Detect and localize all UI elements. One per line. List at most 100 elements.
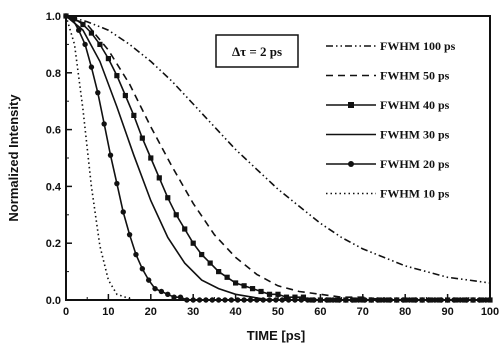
data-point: [438, 297, 444, 303]
legend-label: FWHM 100 ps: [380, 39, 456, 53]
x-tick-label: 10: [102, 306, 114, 318]
legend-entry: FWHM 20 ps: [326, 157, 450, 171]
data-point: [304, 297, 311, 303]
x-axis: 0 10 20 30 40 50 60 70 80 90 100: [63, 294, 499, 318]
y-tick-label: 0.4: [46, 181, 62, 193]
data-point: [80, 21, 86, 28]
data-point: [97, 41, 103, 47]
data-point: [451, 297, 457, 303]
legend-marker: [348, 102, 354, 108]
data-point: [425, 297, 432, 303]
data-point: [233, 280, 239, 286]
data-point: [228, 297, 235, 303]
series-5: [65, 15, 490, 301]
data-point: [275, 291, 281, 297]
data-point: [298, 297, 305, 303]
legend-label: FWHM 50 ps: [380, 69, 450, 83]
data-point: [88, 30, 95, 36]
data-point: [177, 294, 184, 300]
data-point: [131, 112, 137, 118]
data-point: [374, 297, 381, 303]
data-point: [249, 286, 256, 292]
series-0: [65, 15, 491, 284]
legend-label: FWHM 30 ps: [380, 128, 450, 142]
data-point: [76, 27, 82, 33]
data-point: [266, 297, 273, 303]
legend-marker: [348, 161, 354, 167]
data-point: [158, 288, 165, 295]
data-point: [165, 195, 171, 201]
x-tick-label: 90: [441, 306, 453, 318]
data-point: [120, 209, 126, 215]
annotation-box: Δτ = 2 ps: [215, 34, 299, 68]
data-point: [207, 260, 213, 266]
series-line: [65, 15, 490, 301]
x-tick-label: 30: [187, 306, 199, 318]
legend-entry: FWHM 100 ps: [326, 39, 456, 53]
data-point: [182, 226, 188, 232]
y-axis: 0.0 0.2 0.4 0.6 0.8 1.0: [46, 11, 72, 307]
data-point: [173, 212, 179, 218]
data-point: [222, 297, 228, 303]
data-point: [349, 297, 355, 303]
y-axis-label: Normalized Intensity: [6, 94, 21, 222]
data-point: [273, 297, 279, 303]
data-point: [260, 297, 266, 303]
data-point: [470, 297, 476, 303]
data-point: [139, 266, 146, 272]
x-tick-label: 0: [63, 306, 69, 318]
data-point: [283, 294, 290, 300]
x-axis-label: TIME [ps]: [247, 328, 306, 343]
x-tick-label: 80: [399, 306, 411, 318]
x-tick-label: 100: [481, 306, 499, 318]
data-point: [258, 288, 264, 295]
legend-label: FWHM 10 ps: [380, 187, 450, 201]
data-point: [152, 285, 158, 292]
data-point: [190, 297, 196, 303]
data-point: [362, 297, 368, 303]
data-point: [285, 297, 292, 303]
data-point: [300, 294, 307, 300]
data-point: [224, 274, 230, 280]
legend: FWHM 100 ps FWHM 50 ps FWHM 40 ps FWHM 30 p…: [326, 39, 456, 201]
data-point: [317, 297, 324, 303]
data-point: [145, 277, 152, 283]
data-point: [69, 16, 76, 22]
data-point: [184, 297, 190, 303]
data-point: [476, 297, 483, 303]
data-point: [241, 283, 247, 289]
data-point: [88, 64, 95, 70]
data-point: [114, 180, 120, 187]
series-line: [65, 15, 491, 284]
data-point: [190, 240, 196, 246]
data-point: [394, 297, 400, 303]
data-point: [105, 56, 111, 62]
legend-entry: FWHM 50 ps: [326, 69, 450, 83]
data-point: [336, 297, 343, 303]
x-tick-label: 40: [229, 306, 241, 318]
data-point: [254, 297, 260, 303]
data-point: [139, 135, 145, 141]
x-tick-label: 70: [357, 306, 369, 318]
y-tick-label: 1.0: [46, 11, 61, 23]
x-tick-label: 60: [314, 306, 326, 318]
series-layer: [63, 13, 493, 303]
y-tick-label: 0.6: [46, 125, 61, 137]
legend-label: FWHM 40 ps: [380, 98, 450, 112]
data-point: [241, 297, 247, 303]
data-point: [107, 152, 114, 158]
y-tick-label: 0.8: [46, 68, 61, 80]
data-point: [171, 294, 177, 300]
data-point: [82, 41, 88, 48]
x-tick-label: 20: [145, 306, 157, 318]
legend-entry: FWHM 30 ps: [326, 128, 450, 142]
data-point: [126, 231, 133, 238]
data-point: [95, 89, 101, 96]
data-point: [292, 294, 298, 300]
data-point: [457, 297, 464, 303]
data-point: [148, 155, 154, 161]
data-point: [330, 297, 336, 303]
data-point: [165, 291, 171, 298]
data-point: [156, 175, 162, 181]
